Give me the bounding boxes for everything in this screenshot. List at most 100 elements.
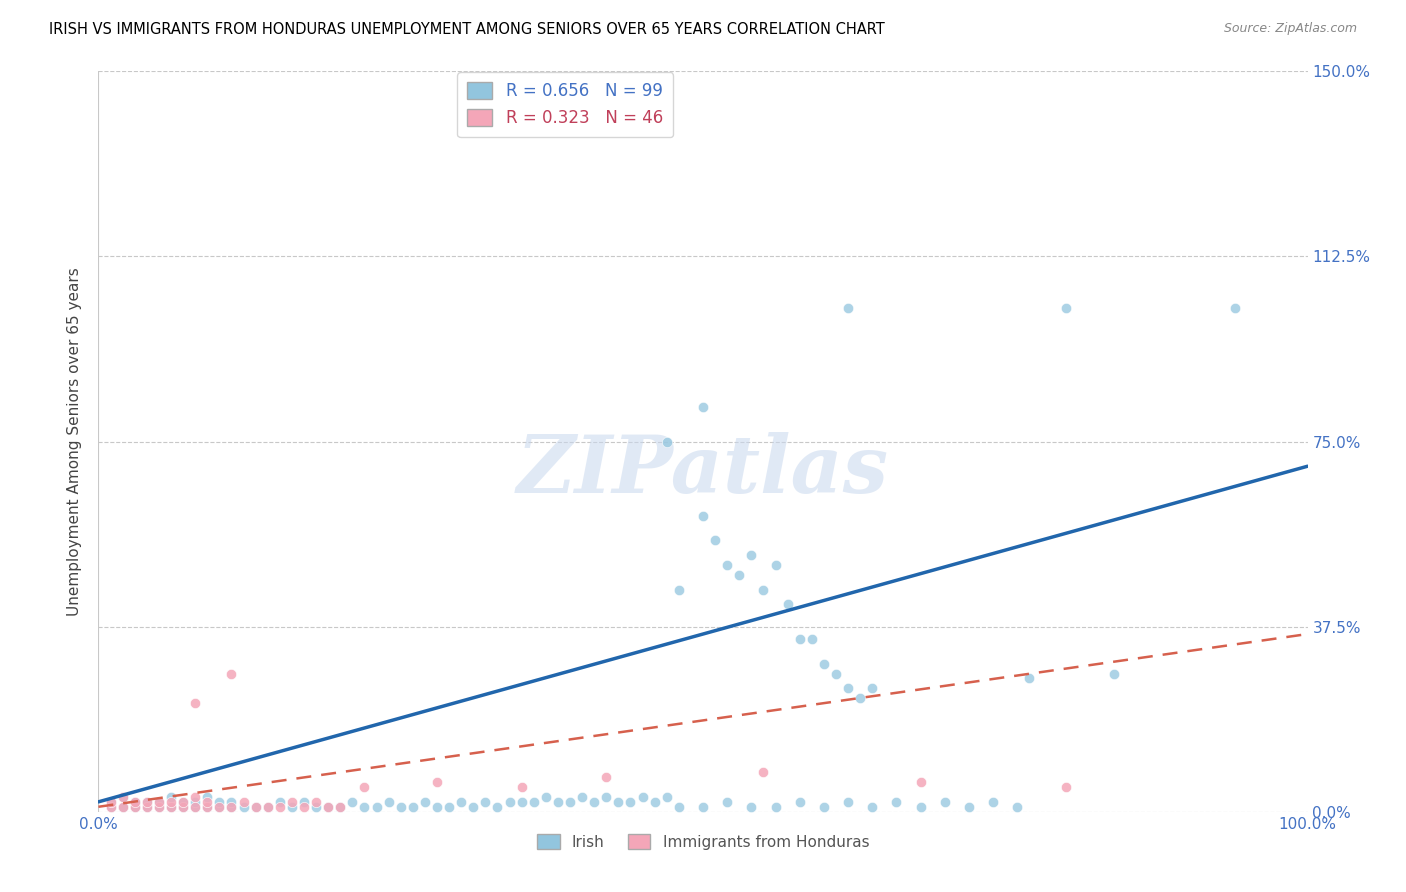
Point xyxy=(100,795,122,809)
Point xyxy=(184,799,207,814)
Point xyxy=(111,799,134,814)
Point xyxy=(148,799,170,814)
Point xyxy=(1054,301,1077,316)
Point xyxy=(510,780,533,794)
Point xyxy=(595,770,617,784)
Point xyxy=(886,795,908,809)
Point xyxy=(837,301,859,316)
Point xyxy=(256,799,278,814)
Point xyxy=(752,765,775,780)
Point xyxy=(353,799,375,814)
Point xyxy=(450,795,472,809)
Point xyxy=(195,789,218,804)
Point xyxy=(281,799,304,814)
Point xyxy=(789,795,811,809)
Point xyxy=(752,582,775,597)
Point xyxy=(825,666,848,681)
Point xyxy=(800,632,823,646)
Point xyxy=(208,799,231,814)
Point xyxy=(160,799,183,814)
Point xyxy=(740,548,762,562)
Point xyxy=(353,780,375,794)
Point xyxy=(910,775,932,789)
Point xyxy=(100,795,122,809)
Point xyxy=(813,657,835,671)
Point xyxy=(1007,799,1029,814)
Point xyxy=(644,795,666,809)
Point xyxy=(256,799,278,814)
Point xyxy=(100,799,122,814)
Point xyxy=(111,789,134,804)
Text: IRISH VS IMMIGRANTS FROM HONDURAS UNEMPLOYMENT AMONG SENIORS OVER 65 YEARS CORRE: IRISH VS IMMIGRANTS FROM HONDURAS UNEMPL… xyxy=(49,22,884,37)
Point xyxy=(463,799,485,814)
Point xyxy=(668,582,690,597)
Point xyxy=(329,799,352,814)
Point xyxy=(195,799,218,814)
Point xyxy=(740,799,762,814)
Point xyxy=(437,799,460,814)
Point xyxy=(1223,301,1246,316)
Point xyxy=(160,795,183,809)
Point xyxy=(426,799,449,814)
Point xyxy=(789,632,811,646)
Point xyxy=(232,799,254,814)
Point xyxy=(148,795,170,809)
Point xyxy=(135,799,157,814)
Point xyxy=(1054,780,1077,794)
Point xyxy=(124,799,146,814)
Point xyxy=(184,799,207,814)
Point xyxy=(305,795,328,809)
Point xyxy=(221,799,243,814)
Point xyxy=(135,799,157,814)
Point xyxy=(607,795,630,809)
Point xyxy=(716,558,738,572)
Point xyxy=(172,799,194,814)
Text: Source: ZipAtlas.com: Source: ZipAtlas.com xyxy=(1223,22,1357,36)
Point xyxy=(245,799,267,814)
Point xyxy=(547,795,569,809)
Point xyxy=(583,795,606,809)
Point xyxy=(305,799,328,814)
Point xyxy=(813,799,835,814)
Point xyxy=(571,789,593,804)
Point xyxy=(765,558,787,572)
Point xyxy=(981,795,1004,809)
Point xyxy=(160,789,183,804)
Point xyxy=(910,799,932,814)
Point xyxy=(221,799,243,814)
Point xyxy=(148,795,170,809)
Point xyxy=(195,799,218,814)
Point xyxy=(474,795,496,809)
Text: ZIPatlas: ZIPatlas xyxy=(517,433,889,510)
Point xyxy=(860,799,883,814)
Point xyxy=(269,799,291,814)
Point xyxy=(426,775,449,789)
Point xyxy=(316,799,339,814)
Point xyxy=(728,567,751,582)
Point xyxy=(269,795,291,809)
Point xyxy=(292,799,315,814)
Point xyxy=(631,789,654,804)
Point xyxy=(510,795,533,809)
Point xyxy=(377,795,399,809)
Point xyxy=(124,795,146,809)
Y-axis label: Unemployment Among Seniors over 65 years: Unemployment Among Seniors over 65 years xyxy=(67,268,83,615)
Point xyxy=(534,789,557,804)
Point xyxy=(498,795,520,809)
Point xyxy=(232,795,254,809)
Point xyxy=(366,799,388,814)
Point xyxy=(776,598,799,612)
Point xyxy=(655,789,678,804)
Point xyxy=(692,508,714,523)
Point xyxy=(523,795,546,809)
Point xyxy=(184,696,207,710)
Point xyxy=(716,795,738,809)
Point xyxy=(195,795,218,809)
Point xyxy=(837,795,859,809)
Legend: Irish, Immigrants from Honduras: Irish, Immigrants from Honduras xyxy=(530,828,876,856)
Point xyxy=(849,691,872,706)
Point xyxy=(934,795,956,809)
Point xyxy=(413,795,436,809)
Point xyxy=(221,666,243,681)
Point xyxy=(692,400,714,414)
